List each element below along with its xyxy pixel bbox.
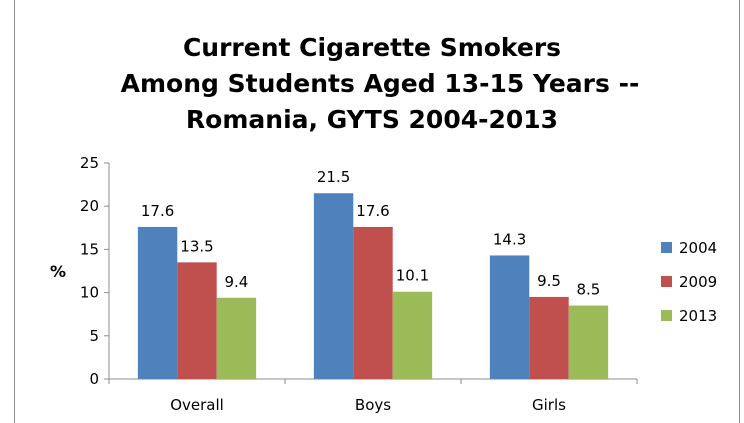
x-tick-label: Overall	[170, 396, 224, 414]
y-axis-label: %	[50, 262, 66, 281]
bar-2004-girls	[489, 255, 530, 379]
data-label: 13.5	[180, 237, 213, 255]
bar-2013-overall	[216, 297, 257, 379]
bar-2009-boys	[353, 226, 393, 379]
data-label: 17.6	[141, 202, 174, 220]
legend-label: 2009	[679, 273, 717, 291]
data-label: 8.5	[576, 281, 600, 299]
y-tick-label: 0	[89, 370, 99, 388]
bar-2013-boys	[392, 291, 433, 379]
chart-title-line-1: Current Cigarette Smokers	[183, 33, 561, 62]
data-label: 21.5	[317, 168, 350, 186]
bar-2013-girls	[568, 305, 609, 379]
chart-title-line-2: Among Students Aged 13-15 Years --	[121, 69, 640, 98]
legend-swatch-2004	[661, 242, 672, 253]
bar-2009-overall	[177, 262, 217, 379]
y-tick-label: 5	[89, 327, 99, 345]
bar-2004-boys	[313, 193, 354, 379]
plot-area: 0 5 10 15 20 25 Overall 17.6 13.5 9.4 Boys 21.5 17.6…	[80, 154, 638, 414]
legend-swatch-2009	[661, 276, 672, 287]
legend-label: 2013	[679, 307, 717, 325]
y-tick-label: 25	[80, 154, 99, 172]
y-tick-label: 15	[80, 240, 99, 258]
x-tick-label: Boys	[355, 396, 391, 414]
x-tick-label: Girls	[532, 396, 566, 414]
data-label: 9.5	[537, 272, 561, 290]
bar-2009-girls	[529, 296, 569, 379]
y-tick-label: 10	[80, 284, 99, 302]
data-label: 10.1	[396, 267, 429, 285]
chart-title: Current Cigarette Smokers Among Students…	[121, 33, 640, 134]
legend-swatch-2013	[661, 310, 672, 321]
legend-label: 2004	[679, 239, 717, 257]
data-label: 17.6	[356, 202, 389, 220]
legend: 2004 2009 2013	[661, 239, 717, 325]
y-tick-label: 20	[80, 197, 99, 215]
bar-2004-overall	[137, 226, 178, 379]
chart-title-line-3: Romania, GYTS 2004-2013	[186, 105, 558, 134]
data-label: 14.3	[493, 230, 526, 248]
data-label: 9.4	[224, 273, 248, 291]
